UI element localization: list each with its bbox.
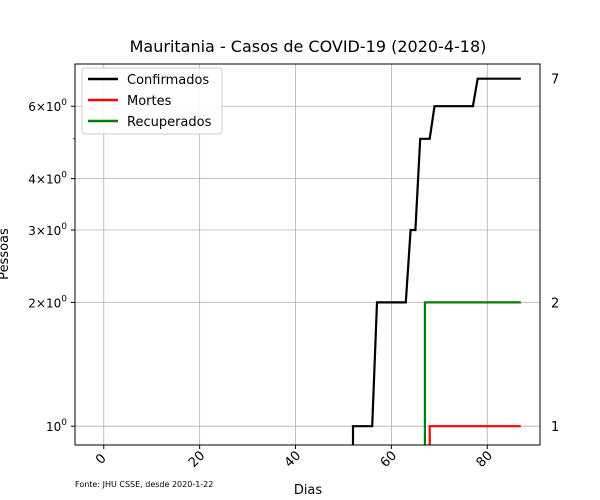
legend-box [81,67,223,135]
y-tick-label: 4×100 [28,171,67,187]
y-tick-label: 3×100 [28,222,67,238]
series-line-mortes [428,425,521,445]
y-axis-label: Pessoas [0,228,12,280]
legend-entry: Confirmados [127,73,209,88]
plot-frame [74,63,541,446]
series-line-confirmados [351,77,521,445]
end-label: 1 [551,420,559,435]
x-axis-label: Dias [294,483,323,498]
y-tick-label: 6×100 [28,98,67,114]
legend: Confirmados Mortes Recuperados [81,67,223,135]
x-tick-label: 40 [282,448,304,470]
x-tick-label: 80 [474,448,496,470]
end-label: 7 [551,73,559,88]
source-note: Fonte: JHU CSSE, desde 2020-1-22 [75,480,213,489]
series-lines [351,77,521,445]
x-tick-label: 0 [93,451,109,467]
legend-entry: Mortes [127,94,172,109]
x-tick-label: 60 [378,448,400,470]
x-tick-label: 20 [186,448,208,470]
y-tick-label: 2×100 [28,294,67,310]
chart-title: Mauritania - Casos de COVID-19 (2020-4-1… [130,37,487,56]
end-label: 2 [551,296,559,311]
legend-entry: Recuperados [127,115,212,130]
end-labels: 7 2 1 [551,73,559,435]
y-tick-label: 100 [46,418,67,434]
series-line-recuperados [423,301,521,445]
